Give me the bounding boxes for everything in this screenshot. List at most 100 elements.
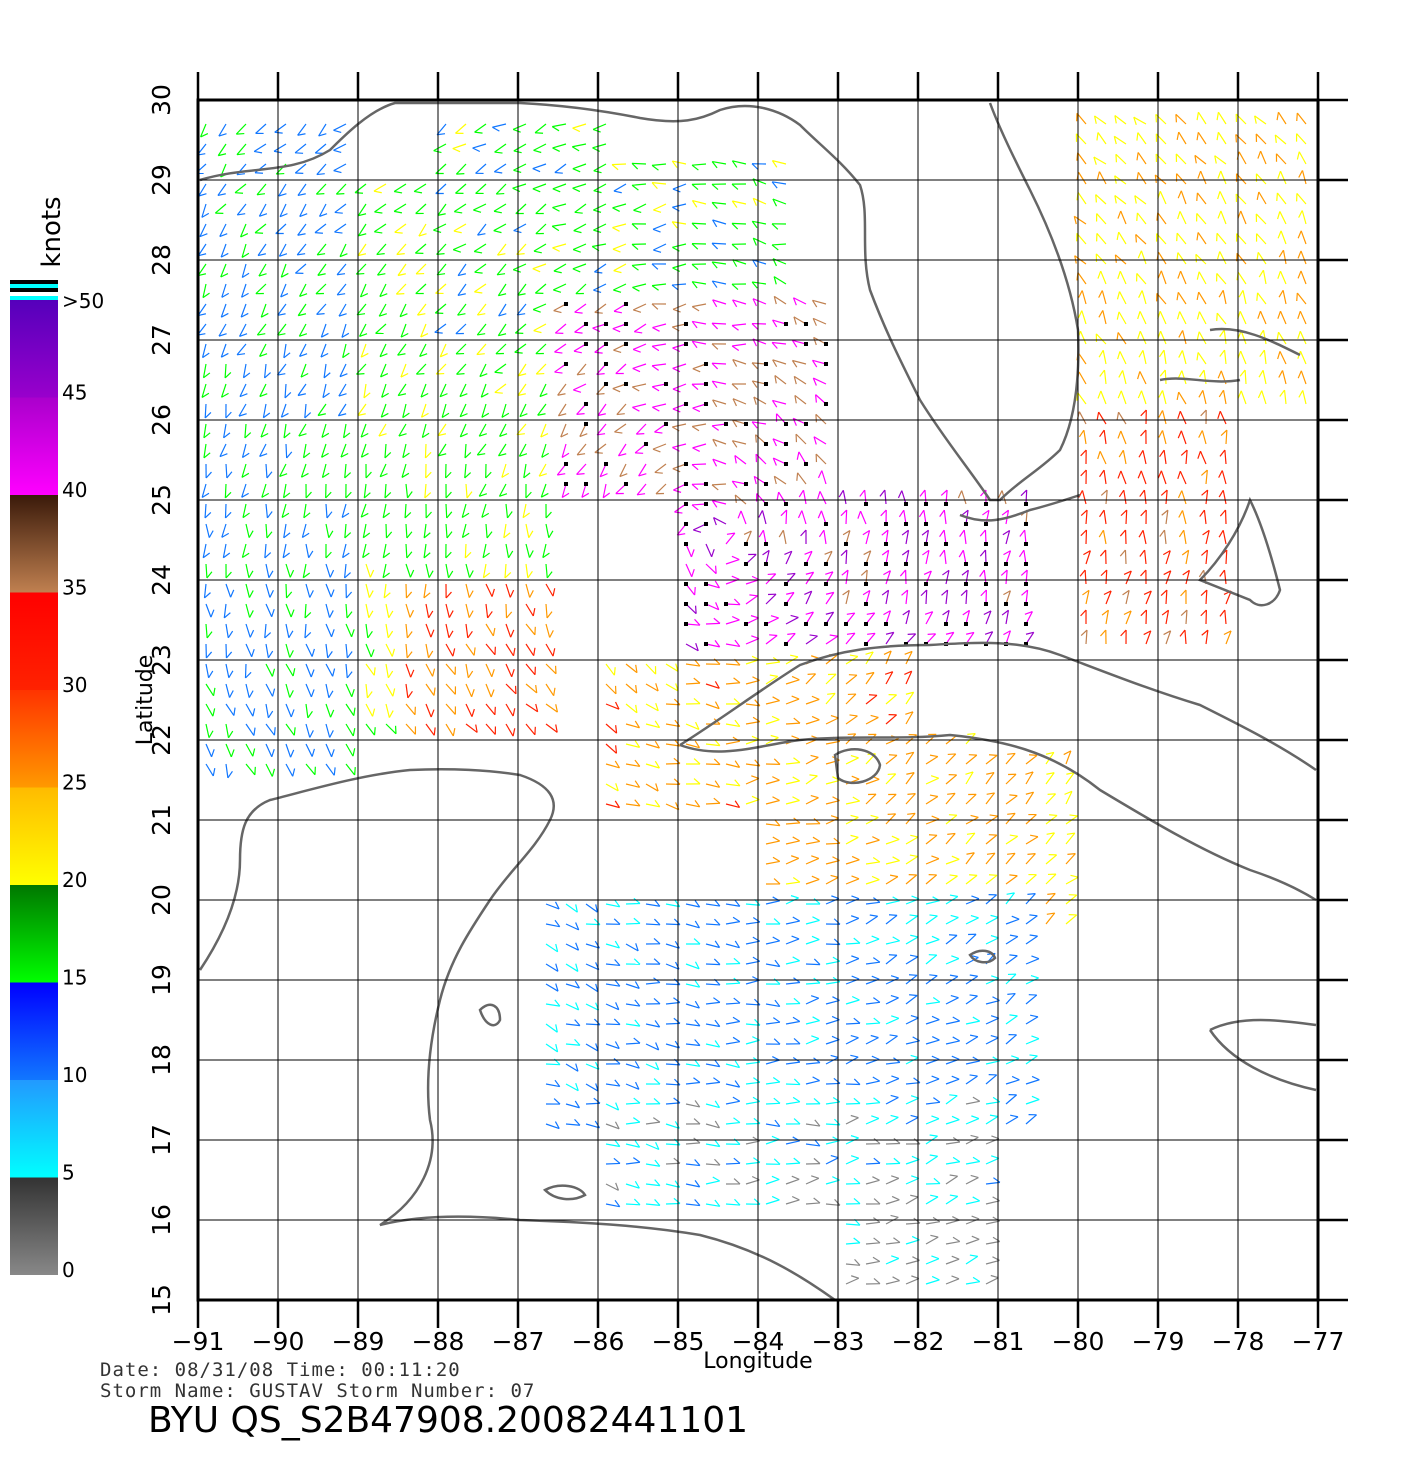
wind-vector: [301, 523, 307, 538]
wind-barb: [316, 173, 325, 176]
wind-vector: [445, 523, 448, 539]
wind-barb: [352, 748, 356, 757]
wind-barb: [278, 193, 287, 197]
wind-barb: [321, 452, 329, 458]
wind-vector: [405, 523, 408, 539]
wind-barb: [737, 510, 742, 519]
wind-vector: [636, 483, 647, 496]
wind-barb: [868, 694, 878, 696]
wind-vector: [772, 341, 787, 345]
wind-barb: [292, 668, 296, 677]
wind-barb: [614, 1121, 620, 1130]
wind-vector: [1165, 630, 1172, 645]
wind-barb: [790, 855, 799, 859]
wind-vector: [985, 792, 996, 805]
wind-barb: [283, 532, 291, 539]
wind-vector: [434, 303, 447, 314]
wind-barb: [362, 552, 370, 559]
wind-vector: [985, 894, 997, 905]
wind-barb: [633, 917, 641, 924]
wind-vector: [845, 733, 857, 745]
wind-barb: [885, 631, 894, 635]
wind-vector: [265, 603, 273, 618]
wind-barb: [535, 132, 544, 134]
wind-barb: [830, 1054, 839, 1059]
wind-vector: [374, 203, 387, 213]
wind-barb: [774, 1119, 781, 1127]
wind-barb: [792, 1096, 801, 1103]
wind-barb: [1093, 115, 1097, 124]
wind-vector: [545, 583, 554, 597]
wind-vector: [605, 1003, 620, 1011]
wind-vector: [297, 123, 307, 136]
wind-barb: [971, 1215, 980, 1220]
wind-barb: [870, 814, 879, 818]
wind-vector: [1005, 1079, 1020, 1085]
wind-vector: [813, 336, 827, 345]
wind-barb: [672, 388, 681, 393]
wind-barb: [813, 1197, 821, 1204]
wind-vector: [965, 1136, 979, 1145]
wind-vector: [885, 900, 900, 905]
colorbar-title: knots: [37, 196, 67, 267]
wind-vector: [1045, 854, 1058, 865]
wind-vector: [1025, 915, 1038, 925]
wind-barb: [332, 668, 336, 677]
wind-vector: [1160, 470, 1167, 485]
wind-vector: [335, 183, 347, 195]
wind-barb: [344, 572, 351, 579]
rain-flag-marker: [804, 562, 808, 566]
wind-barb: [468, 590, 474, 598]
wind-barb: [575, 942, 580, 951]
wind-barb: [1180, 449, 1188, 456]
wind-barb: [352, 728, 356, 737]
lon-tick-label: −83: [812, 1327, 865, 1356]
wind-barb: [694, 605, 697, 614]
wind-vector: [645, 1063, 660, 1071]
wind-vector: [1025, 489, 1028, 505]
wind-vector: [945, 1119, 960, 1125]
wind-vector: [221, 523, 227, 538]
wind-vector: [1025, 853, 1036, 865]
wind-vector: [965, 816, 979, 825]
wind-vector: [219, 443, 227, 457]
wind-barb: [498, 333, 507, 337]
rain-flag-marker: [744, 622, 748, 626]
wind-barb: [248, 690, 254, 698]
wind-barb: [694, 618, 701, 626]
wind-vector: [285, 643, 291, 658]
wind-vector: [905, 915, 918, 925]
wind-vector: [493, 223, 507, 232]
wind-vector: [333, 163, 347, 172]
wind-barb: [887, 773, 896, 776]
wind-vector: [631, 162, 647, 165]
wind-vector: [1136, 273, 1147, 285]
wind-vector: [725, 1002, 741, 1005]
rain-flag-marker: [764, 362, 768, 366]
wind-vector: [605, 1143, 620, 1148]
wind-barb: [694, 900, 701, 908]
wind-vector: [965, 1118, 980, 1125]
wind-vector: [1225, 630, 1232, 645]
colorbar-label: 0: [62, 1258, 75, 1282]
wind-barb: [613, 918, 621, 925]
wind-barb: [248, 590, 254, 598]
wind-barb: [652, 406, 660, 412]
wind-barb: [811, 300, 818, 308]
rain-flag-marker: [824, 362, 828, 366]
wind-barb: [694, 1159, 701, 1166]
colorbar-segment: [10, 592, 58, 690]
wind-vector: [845, 1242, 861, 1245]
wind-barb: [299, 213, 308, 218]
wind-barb: [514, 351, 523, 354]
wind-barb: [637, 493, 646, 496]
wind-vector: [452, 143, 467, 150]
wind-barb: [961, 569, 969, 576]
wind-barb: [1098, 529, 1104, 538]
wind-barb: [1256, 252, 1259, 261]
wind-barb: [833, 837, 841, 844]
wind-vector: [474, 123, 487, 133]
wind-vector: [612, 323, 627, 330]
wind-barb: [1160, 489, 1168, 496]
wind-barb: [366, 691, 373, 699]
